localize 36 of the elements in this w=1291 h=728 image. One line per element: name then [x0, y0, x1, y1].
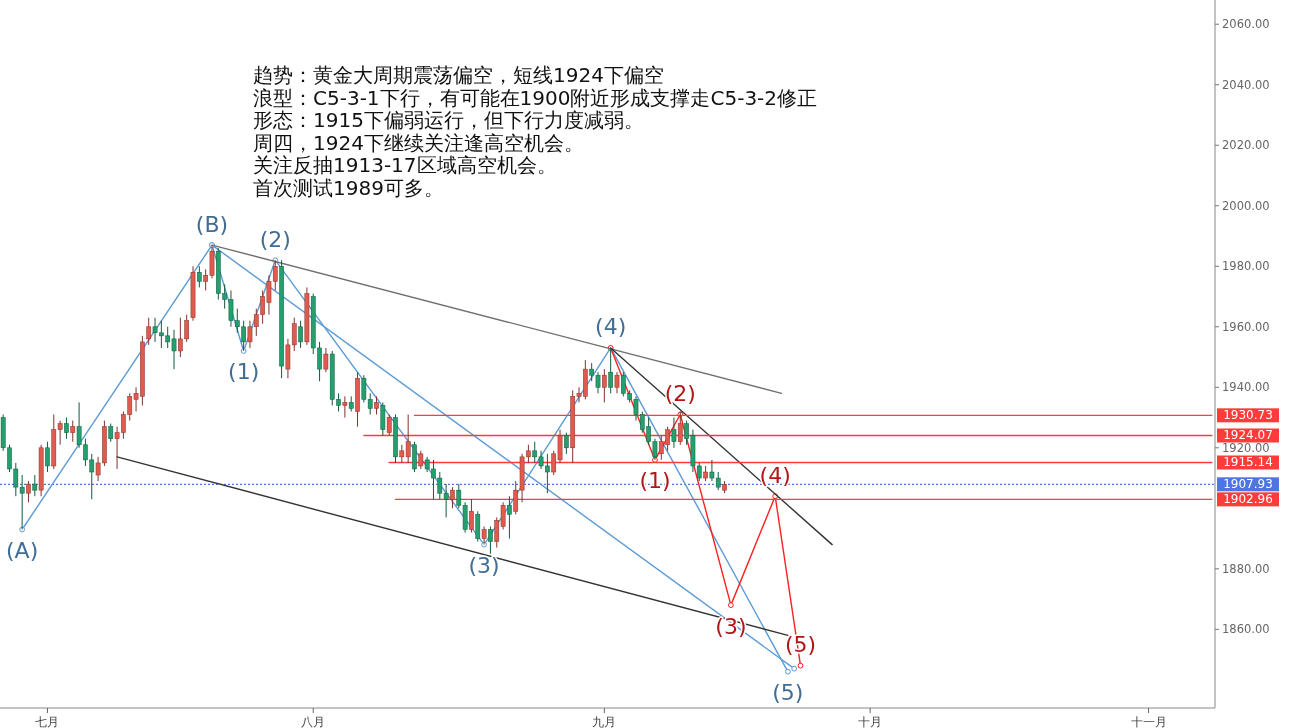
- annotation: 趋势：黄金大周期震荡偏空，短线1924下偏空: [253, 63, 664, 87]
- annotation: 形态：1915下偏弱运行，但下行力度减弱。: [253, 108, 644, 133]
- annotation: (4): [759, 462, 791, 488]
- annotation: (2): [664, 381, 696, 407]
- ref-line-label: 1907.93: [1223, 477, 1273, 492]
- y-tick-label: 1980.00: [1222, 259, 1270, 274]
- annotation: 首次测试1989可多。: [253, 176, 444, 200]
- y-tick-label: 1860.00: [1222, 622, 1270, 637]
- y-tick-label: 1960.00: [1222, 319, 1270, 334]
- annotation: 周四，1924下继续关注逢高空机会。: [253, 130, 584, 155]
- annotation: 关注反抽1913-17区域高空机会。: [253, 153, 557, 178]
- x-tick-label: 九月: [592, 715, 617, 728]
- annotation: (5): [772, 680, 804, 706]
- annotation: (3): [468, 553, 500, 579]
- data-label: 1902.96: [1223, 492, 1273, 507]
- y-tick-label: 2000.00: [1222, 198, 1270, 213]
- annotation: (A): [6, 537, 39, 563]
- annotation: 浪型：C5-3-1下行，有可能在1900附近形成支撑走C5-3-2修正: [253, 85, 818, 110]
- annotation: (2): [259, 226, 291, 252]
- x-tick-label: 七月: [35, 715, 60, 728]
- y-tick-label: 2020.00: [1222, 138, 1270, 153]
- x-tick-label: 十一月: [1130, 715, 1167, 728]
- y-tick-label: 2060.00: [1222, 17, 1270, 32]
- y-tick-label: 1880.00: [1222, 561, 1270, 576]
- y-tick-label: 1920.00: [1222, 440, 1270, 455]
- annotation: (4): [595, 314, 627, 340]
- annotation: (1): [639, 468, 671, 494]
- data-label: 1930.73: [1223, 408, 1273, 423]
- data-label: 1915.14: [1223, 455, 1273, 470]
- y-tick-label: 2040.00: [1222, 77, 1270, 92]
- x-tick-label: 八月: [301, 715, 326, 728]
- annotation: (B): [195, 211, 229, 237]
- y-tick-label: 1940.00: [1222, 380, 1270, 395]
- data-label: 1924.07: [1223, 428, 1273, 443]
- x-tick-label: 十月: [858, 715, 883, 728]
- annotation: (1): [228, 359, 260, 385]
